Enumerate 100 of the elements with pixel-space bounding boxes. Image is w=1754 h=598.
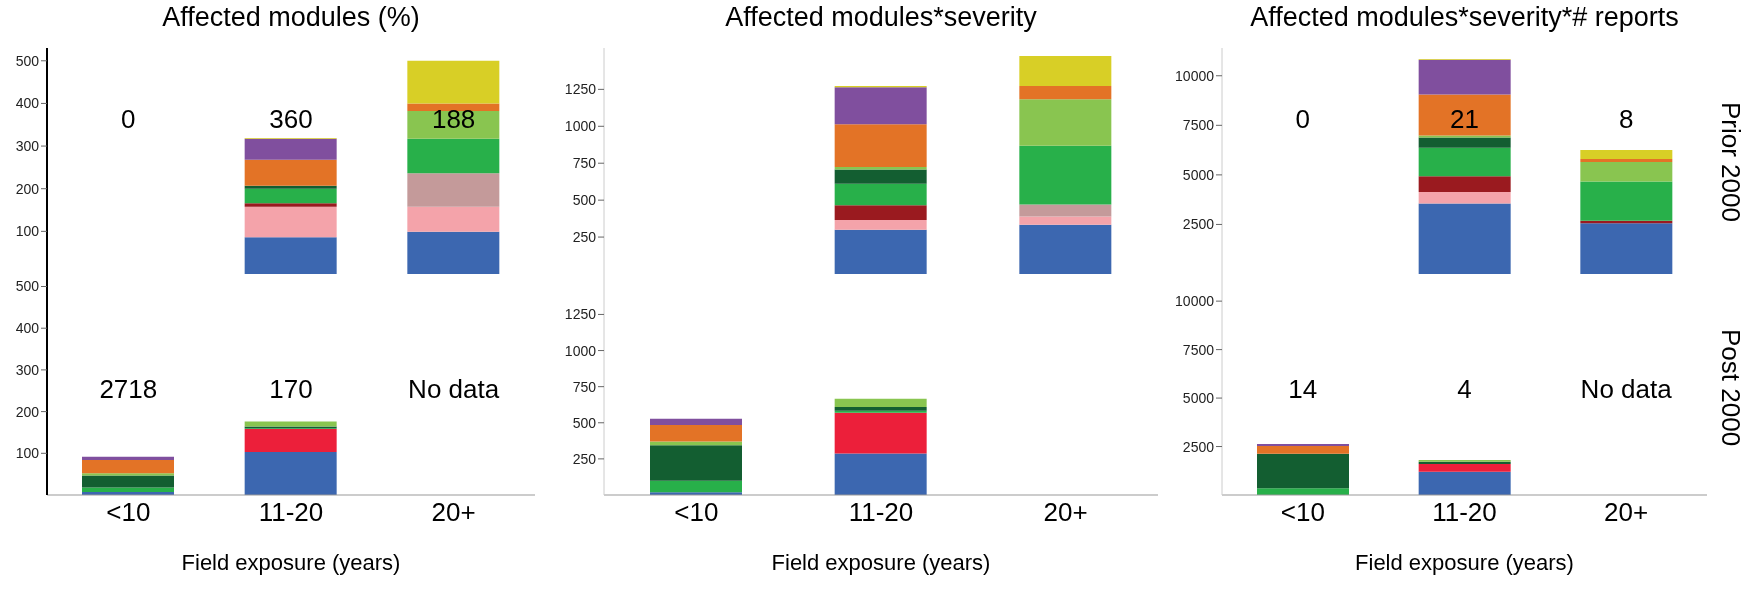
bar (1580, 149, 1673, 160)
bar (244, 421, 337, 427)
y-tick-label: 7500 (1182, 341, 1215, 358)
bar (1418, 203, 1511, 274)
bar (244, 188, 337, 204)
bar (1019, 216, 1112, 225)
y-tick-label: 200 (15, 403, 40, 420)
x-tick-label: 11-20 (1432, 497, 1497, 528)
y-tick-label: 400 (15, 95, 40, 112)
bar (407, 173, 500, 207)
annotation: 14 (1287, 374, 1319, 405)
annotation: 0 (120, 104, 137, 135)
bar (82, 475, 174, 488)
annotation: 0 (1294, 104, 1312, 135)
bar (82, 473, 174, 476)
bar (407, 60, 500, 104)
y2-axis-title: Prior 2000 (1714, 101, 1747, 224)
y-tick-label: 2500 (1182, 438, 1215, 455)
y-tick-label: 2500 (1182, 216, 1215, 233)
chart-title: Affected modules*severity*# reports (1249, 2, 1680, 33)
bar (1418, 135, 1511, 138)
annotation: 2718 (98, 374, 159, 405)
x-tick-label: <10 (1280, 497, 1325, 528)
x-tick-label: <10 (674, 497, 719, 528)
x-axis-title: Field exposure (years) (770, 550, 992, 576)
y-tick-label: 250 (572, 450, 597, 467)
bar (1580, 181, 1673, 221)
bar (1418, 192, 1511, 204)
bar (1418, 463, 1511, 472)
bar (834, 410, 927, 413)
y-tick-label: 400 (15, 320, 40, 337)
y-tick-label: 5000 (1182, 166, 1215, 183)
annotation: 188 (430, 104, 477, 135)
chart-title: Affected modules*severity (724, 2, 1038, 33)
y-tick-label: 10000 (1175, 67, 1215, 84)
bar (1418, 471, 1511, 495)
bar (244, 429, 337, 453)
y-tick-label: 100 (15, 223, 40, 240)
bar (650, 418, 742, 425)
bar (244, 203, 337, 207)
annotation: 8 (1617, 104, 1635, 135)
bar (407, 138, 500, 174)
bar (244, 237, 337, 274)
bar (1580, 161, 1673, 182)
x-tick-label: 11-20 (258, 497, 324, 528)
bar (244, 138, 337, 160)
y-tick-label: 1000 (564, 342, 597, 359)
y-tick-label: 1250 (564, 81, 597, 98)
bar (82, 459, 174, 474)
bar (834, 124, 927, 167)
bar (1580, 223, 1673, 274)
bar (834, 398, 927, 407)
bar (407, 103, 500, 112)
x-tick-label: 20+ (431, 497, 476, 528)
bar (1019, 99, 1112, 146)
bar (244, 206, 337, 238)
bar (834, 453, 927, 495)
bar (244, 159, 337, 186)
annotation: No data (1579, 374, 1673, 405)
bar (1418, 147, 1511, 177)
x-axis-title: Field exposure (years) (1354, 550, 1575, 576)
bar (1418, 59, 1511, 95)
y-tick-label: 250 (572, 229, 597, 246)
y-tick-label: 200 (15, 180, 40, 197)
bar (1019, 204, 1112, 217)
y-tick-label: 1250 (564, 306, 597, 323)
bar (834, 169, 927, 184)
y2-axis-title: Post 2000 (1714, 328, 1747, 449)
y-tick-label: 5000 (1182, 390, 1215, 407)
bar (82, 456, 174, 460)
bar (834, 87, 927, 125)
bar (834, 205, 927, 220)
bar (1019, 86, 1112, 100)
bar (834, 406, 927, 411)
x-axis-title: Field exposure (years) (180, 550, 402, 576)
bar (650, 424, 742, 442)
bar (834, 166, 927, 170)
chart-title: Affected modules (%) (161, 2, 421, 33)
bar (650, 445, 742, 481)
bar (834, 412, 927, 454)
y-tick-label: 10000 (1175, 293, 1215, 310)
y-tick-label: 500 (15, 52, 40, 69)
y-tick-label: 1000 (564, 118, 597, 135)
bar (407, 206, 500, 232)
annotation: 21 (1449, 104, 1480, 135)
y-tick-label: 300 (15, 361, 40, 378)
bar (834, 219, 927, 230)
y-tick-label: 100 (15, 445, 40, 462)
y-tick-label: 500 (572, 414, 597, 431)
bar (1019, 145, 1112, 205)
bar (82, 487, 174, 493)
bar (1418, 94, 1511, 136)
x-tick-label: 20+ (1604, 497, 1649, 528)
y-tick-label: 300 (15, 138, 40, 155)
bar (407, 231, 500, 274)
bar (1019, 55, 1112, 87)
y-tick-label: 7500 (1182, 117, 1215, 134)
annotation: No data (407, 374, 501, 405)
bar (834, 183, 927, 206)
bar (834, 229, 927, 274)
